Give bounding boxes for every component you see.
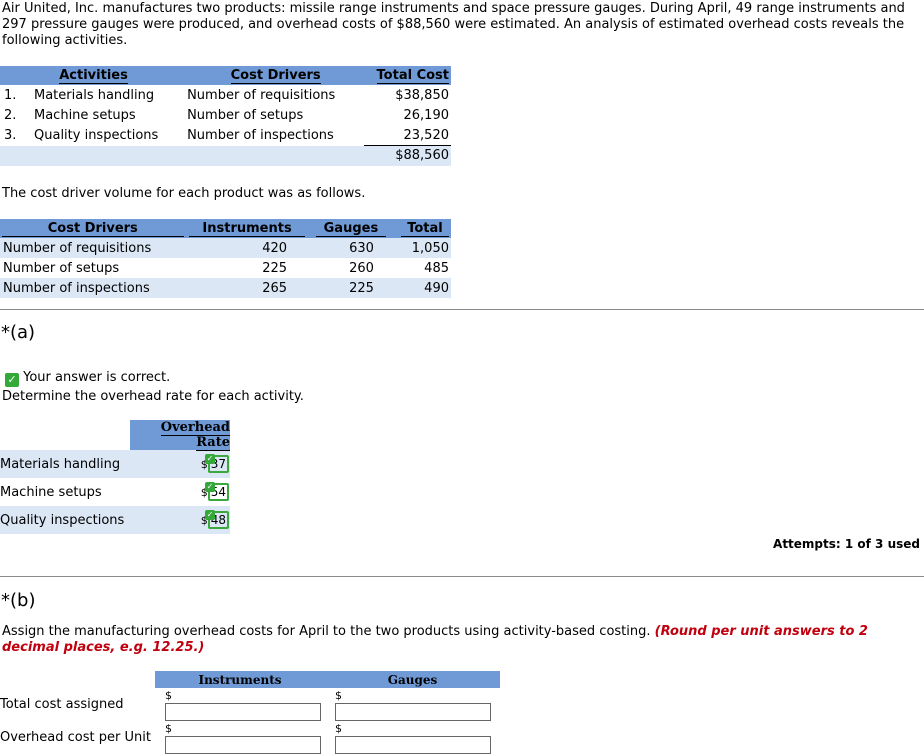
gauges-value: 225: [349, 280, 374, 296]
total-row: $88,560: [0, 145, 451, 166]
intro-text: Air United, Inc. manufactures two produc…: [2, 1, 905, 48]
instruments-value: 265: [262, 280, 288, 296]
total-value: 1,050: [411, 240, 449, 256]
total-value: 485: [424, 260, 449, 276]
part-a-label: *(a): [1, 322, 36, 343]
checkmark-icon: ✓: [205, 482, 215, 492]
activity-name: Quality inspections: [0, 512, 125, 528]
table-row: Number of setups 225 260 485: [0, 258, 451, 278]
rounding-note: (Round per unit answers to 2 decimal pla…: [2, 624, 868, 655]
per-unit-instruments-input[interactable]: [165, 736, 321, 754]
col-overhead-rate: Overhead Rate: [160, 420, 230, 451]
activity-name: Quality inspections: [34, 127, 159, 143]
activity-name: Machine setups: [0, 484, 102, 500]
cost-driver: Number of setups: [3, 260, 120, 276]
col-total: Total: [401, 221, 449, 237]
row-number: 1.: [4, 87, 17, 103]
allocation-table: Instruments Gauges Total cost assigned $…: [0, 671, 500, 754]
col-gauges: Gauges: [325, 671, 500, 688]
correct-text: Your answer is correct.: [23, 370, 171, 385]
currency-symbol: $: [200, 486, 208, 499]
total-cost-sum: $88,560: [364, 145, 451, 166]
total-cost-instruments-input[interactable]: [165, 703, 321, 721]
currency-symbol: $: [200, 514, 208, 527]
divider: [0, 576, 924, 577]
activity-name: Machine setups: [34, 107, 136, 123]
correct-message: ✓ Your answer is correct.: [5, 370, 170, 387]
cost-driver: Number of requisitions: [187, 87, 336, 103]
total-cost: 23,520: [403, 127, 450, 143]
divider: [0, 309, 924, 310]
checkmark-icon: ✓: [205, 510, 215, 520]
total-value: 490: [424, 280, 449, 296]
table-row: 1. Materials handling Number of requisiti…: [0, 85, 451, 105]
total-cost: 26,190: [403, 107, 450, 123]
col-cost-drivers: Cost Drivers: [230, 68, 321, 84]
currency-symbol: $: [200, 458, 208, 471]
cost-driver: Number of requisitions: [3, 240, 152, 256]
part-b-question: Assign the manufacturing overhead costs …: [2, 624, 902, 656]
currency-symbol: $: [335, 722, 342, 735]
col-cost-drivers: Cost Drivers: [1, 221, 184, 237]
table-row: Quality inspections ✓ $48: [0, 506, 230, 534]
currency-symbol: $: [335, 689, 342, 702]
volume-table: Cost Drivers Instruments Gauges Total Nu…: [0, 219, 451, 298]
gauges-value: 630: [349, 240, 374, 256]
table-row: Materials handling ✓ $37: [0, 450, 230, 478]
table-row: 2. Machine setups Number of setups 26,190: [0, 105, 451, 125]
per-unit-gauges-input[interactable]: [335, 736, 491, 754]
table-row: Number of requisitions 420 630 1,050: [0, 238, 451, 258]
table-row: Total cost assigned $ $: [0, 688, 500, 721]
col-gauges: Gauges: [315, 221, 386, 237]
cost-driver: Number of inspections: [187, 127, 334, 143]
checkmark-icon: ✓: [5, 373, 19, 387]
part-b-label: *(b): [1, 590, 36, 611]
instruments-value: 420: [262, 240, 288, 256]
instruments-value: 225: [262, 260, 288, 276]
attempts-counter: Attempts: 1 of 3 used: [773, 537, 920, 551]
col-instruments: Instruments: [155, 671, 325, 688]
row-label: Total cost assigned: [0, 697, 124, 712]
row-label: Overhead cost per Unit: [0, 730, 151, 745]
cost-driver: Number of inspections: [3, 280, 150, 296]
table-row: Number of inspections 265 225 490: [0, 278, 451, 298]
overhead-rate-table: Overhead Rate Materials handling ✓ $37 M…: [0, 420, 230, 534]
table-row: 3. Quality inspections Number of inspecti…: [0, 125, 451, 146]
volume-intro: The cost driver volume for each product …: [2, 186, 366, 201]
gauges-value: 260: [349, 260, 374, 276]
total-cost: $38,850: [395, 87, 449, 103]
activity-name: Materials handling: [0, 456, 121, 472]
activity-name: Materials handling: [34, 87, 155, 103]
part-b-question-text: Assign the manufacturing overhead costs …: [2, 624, 651, 639]
col-instruments: Instruments: [189, 221, 306, 237]
col-total-cost: Total Cost: [376, 68, 449, 84]
part-a-question: Determine the overhead rate for each act…: [2, 389, 304, 404]
cost-driver: Number of setups: [187, 107, 304, 123]
currency-symbol: $: [165, 689, 172, 702]
total-cost-gauges-input[interactable]: [335, 703, 491, 721]
row-number: 2.: [4, 107, 17, 123]
activities-table: Activities Cost Drivers Total Cost 1. Mat…: [0, 66, 451, 166]
row-number: 3.: [4, 127, 17, 143]
table-row: Machine setups ✓ $54: [0, 478, 230, 506]
table-row: Overhead cost per Unit $ $: [0, 721, 500, 754]
currency-symbol: $: [165, 722, 172, 735]
checkmark-icon: ✓: [205, 454, 215, 464]
col-activities: Activities: [59, 68, 128, 84]
